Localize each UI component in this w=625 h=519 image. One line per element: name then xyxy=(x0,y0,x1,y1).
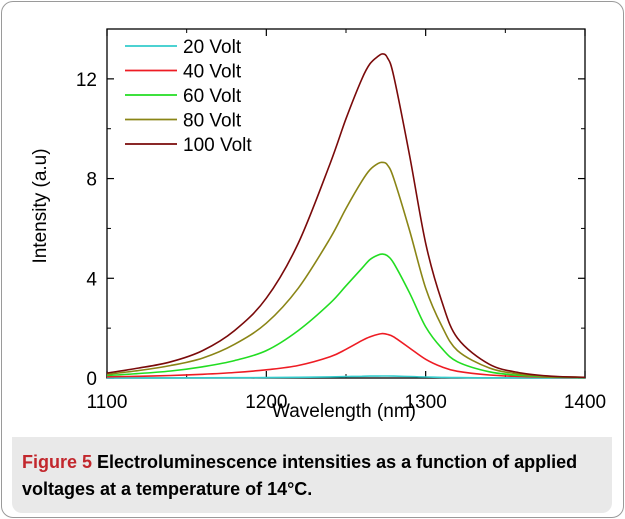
y-tick-label: 12 xyxy=(76,70,97,91)
x-tick-label: 1200 xyxy=(245,392,287,413)
legend-label-80-volt: 80 Volt xyxy=(183,111,242,132)
figure-number: Figure 5 xyxy=(22,452,93,472)
line-chart: 1100 1200 1300 1400 0 4 8 12 20 Volt 40 Volt 60 V… xyxy=(30,28,606,422)
series-line-100-volt xyxy=(106,53,586,379)
legend-label-20-volt: 20 Volt xyxy=(183,37,242,58)
plot-frame xyxy=(106,28,586,379)
caption-box xyxy=(12,437,612,513)
legend-label-40-volt: 40 Volt xyxy=(183,62,242,83)
series-line-60-volt xyxy=(106,253,586,379)
plot-axes: 1100 1200 1300 1400 0 4 8 12 xyxy=(76,28,606,413)
legend: 20 Volt 40 Volt 60 Volt 80 Volt 100 Volt xyxy=(125,37,252,156)
x-tick-label: 1300 xyxy=(405,392,447,413)
legend-label-60-volt: 60 Volt xyxy=(183,86,242,107)
x-tick-label: 1100 xyxy=(87,392,128,413)
x-axis-label: Wavelength (nm) xyxy=(272,401,416,422)
series-line-20-volt xyxy=(106,375,585,379)
series-line-40-volt xyxy=(106,332,586,379)
y-axis-label: Intensity (a.u) xyxy=(30,148,51,263)
y-tick-label: 0 xyxy=(86,369,97,390)
y-tick-label: 8 xyxy=(86,170,97,191)
y-tick-label: 4 xyxy=(86,269,97,290)
x-tick-label: 1400 xyxy=(564,392,606,413)
series-lines xyxy=(106,53,586,379)
figure-caption: Figure 5 Electroluminescence intensities… xyxy=(22,449,607,503)
legend-label-100-volt: 100 Volt xyxy=(183,135,252,156)
series-line-80-volt xyxy=(106,161,586,379)
caption-text: Electroluminescence intensities as a fun… xyxy=(22,452,578,499)
